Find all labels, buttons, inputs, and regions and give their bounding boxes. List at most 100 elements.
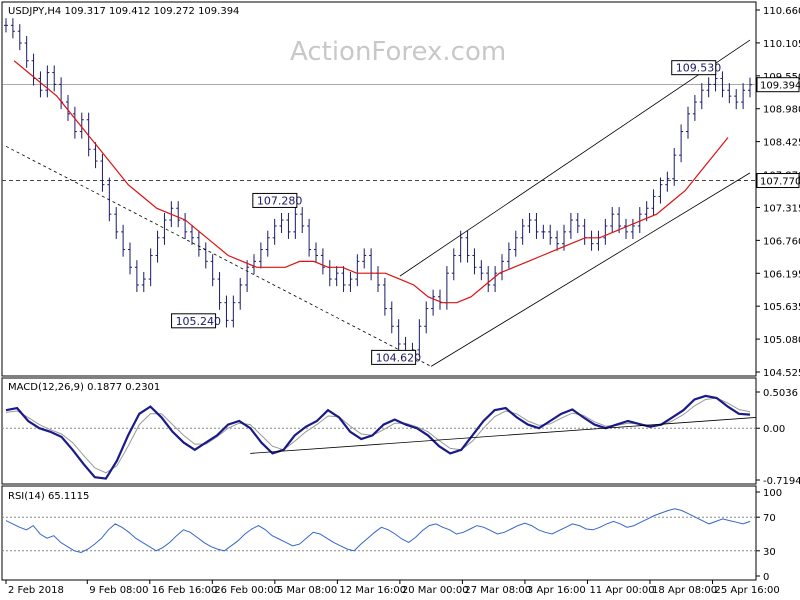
- price-bar: [59, 77, 64, 110]
- price-bar: [513, 230, 518, 257]
- price-bar: [348, 271, 353, 293]
- price-bar: [314, 242, 318, 263]
- price-bar: [300, 207, 305, 234]
- x-tick-label: 11 Apr 00:00: [589, 585, 654, 596]
- price-bar: [369, 248, 374, 281]
- price-bar: [555, 230, 560, 251]
- channel-upper-line: [399, 39, 751, 277]
- price-bar: [307, 218, 312, 257]
- price-y-tick-label: 110.105: [763, 39, 800, 50]
- price-bar: [389, 301, 394, 334]
- price-bar: [617, 207, 622, 234]
- rsi-title: RSI(14) 65.1115: [8, 491, 89, 502]
- rsi-y-tick-label: 0: [763, 572, 769, 583]
- price-bar: [203, 242, 208, 269]
- price-bar: [692, 94, 697, 121]
- price-bar: [665, 171, 670, 192]
- price-bar: [734, 89, 739, 110]
- macd-signal-line: [5, 397, 751, 474]
- macd-y-tick-label: 0.5036: [763, 388, 798, 399]
- price-y-tick-label: 105.080: [763, 335, 800, 346]
- price-bar: [748, 77, 752, 98]
- price-bar: [72, 106, 77, 139]
- price-bar: [376, 266, 380, 293]
- price-bar: [465, 230, 470, 263]
- price-bar: [500, 254, 504, 281]
- macd-y-tick-label: -0.7194: [763, 476, 800, 487]
- price-bar: [479, 260, 484, 281]
- price-bar: [486, 266, 491, 293]
- macd-panel-frame: [1, 377, 757, 485]
- price-bar: [493, 266, 498, 293]
- price-y-tick-label: 106.195: [763, 269, 800, 280]
- x-tick-label: 20 Mar 00:00: [402, 585, 469, 596]
- x-tick-label: 9 Feb 08:00: [89, 585, 148, 596]
- price-bar: [438, 289, 442, 310]
- rsi-panel-frame: [1, 485, 757, 581]
- price-bar: [686, 106, 690, 139]
- price-bar: [699, 83, 704, 110]
- price-y-tick-label: 106.760: [763, 236, 800, 247]
- price-bar: [596, 230, 601, 251]
- price-bar: [630, 218, 635, 239]
- rsi-y-tick-label: 70: [763, 513, 776, 524]
- price-bar: [320, 248, 325, 275]
- price-bar: [451, 248, 456, 281]
- price-bar: [45, 65, 50, 98]
- price-bar: [603, 218, 608, 245]
- channel-lower-line: [430, 172, 751, 367]
- price-y-tick-label: 108.980: [763, 105, 800, 116]
- price-bar: [38, 71, 43, 98]
- macd-trendline: [250, 417, 757, 454]
- x-tick-label: 12 Mar 16:00: [339, 585, 406, 596]
- price-bar: [658, 177, 663, 204]
- price-bar: [396, 319, 401, 352]
- price-bar: [155, 230, 160, 263]
- price-bar: [24, 35, 29, 68]
- price-bar: [114, 207, 119, 239]
- price-y-tick-label: 105.635: [763, 302, 800, 313]
- rsi-y-tick-label: 30: [763, 547, 776, 558]
- price-bar: [272, 218, 277, 245]
- x-tick-label: 27 Mar 08:00: [464, 585, 531, 596]
- price-bar: [424, 301, 429, 334]
- price-bar: [362, 248, 367, 269]
- price-bar: [589, 230, 594, 251]
- price-bar: [17, 24, 22, 51]
- price-bar: [582, 218, 587, 245]
- price-bar: [706, 77, 711, 98]
- price-bar: [534, 212, 539, 239]
- price-bar: [93, 142, 98, 169]
- last-price-label: 109.394: [760, 81, 800, 92]
- price-bar: [541, 224, 546, 239]
- price-bar: [265, 230, 270, 257]
- price-bar: [231, 295, 236, 328]
- price-bar: [727, 83, 732, 104]
- price-bar: [637, 207, 642, 234]
- price-bar: [624, 218, 628, 239]
- price-bar: [431, 289, 436, 316]
- price-bar: [31, 53, 36, 86]
- price-bar: [183, 212, 188, 239]
- price-bar: [506, 242, 511, 269]
- price-bar: [672, 148, 677, 186]
- price-bar: [341, 266, 346, 293]
- price-bar: [520, 218, 525, 245]
- price-bar: [382, 277, 387, 316]
- price-bar: [4, 18, 8, 33]
- price-bar: [134, 260, 139, 293]
- watermark: ActionForex.com: [290, 37, 506, 67]
- price-bar: [720, 71, 725, 98]
- x-tick-label: 18 Apr 08:00: [652, 585, 717, 596]
- x-tick-label: 3 Apr 16:00: [527, 585, 586, 596]
- last-price-box: [756, 77, 800, 93]
- x-tick-label: 26 Feb 00:00: [214, 585, 280, 596]
- moving-average-line: [13, 60, 729, 304]
- level-label: 109.530: [676, 62, 722, 75]
- price-bar: [279, 212, 284, 234]
- price-bar: [162, 212, 167, 245]
- price-bar: [176, 201, 181, 228]
- price-bar: [327, 260, 332, 287]
- price-y-tick-label: 107.315: [763, 203, 800, 214]
